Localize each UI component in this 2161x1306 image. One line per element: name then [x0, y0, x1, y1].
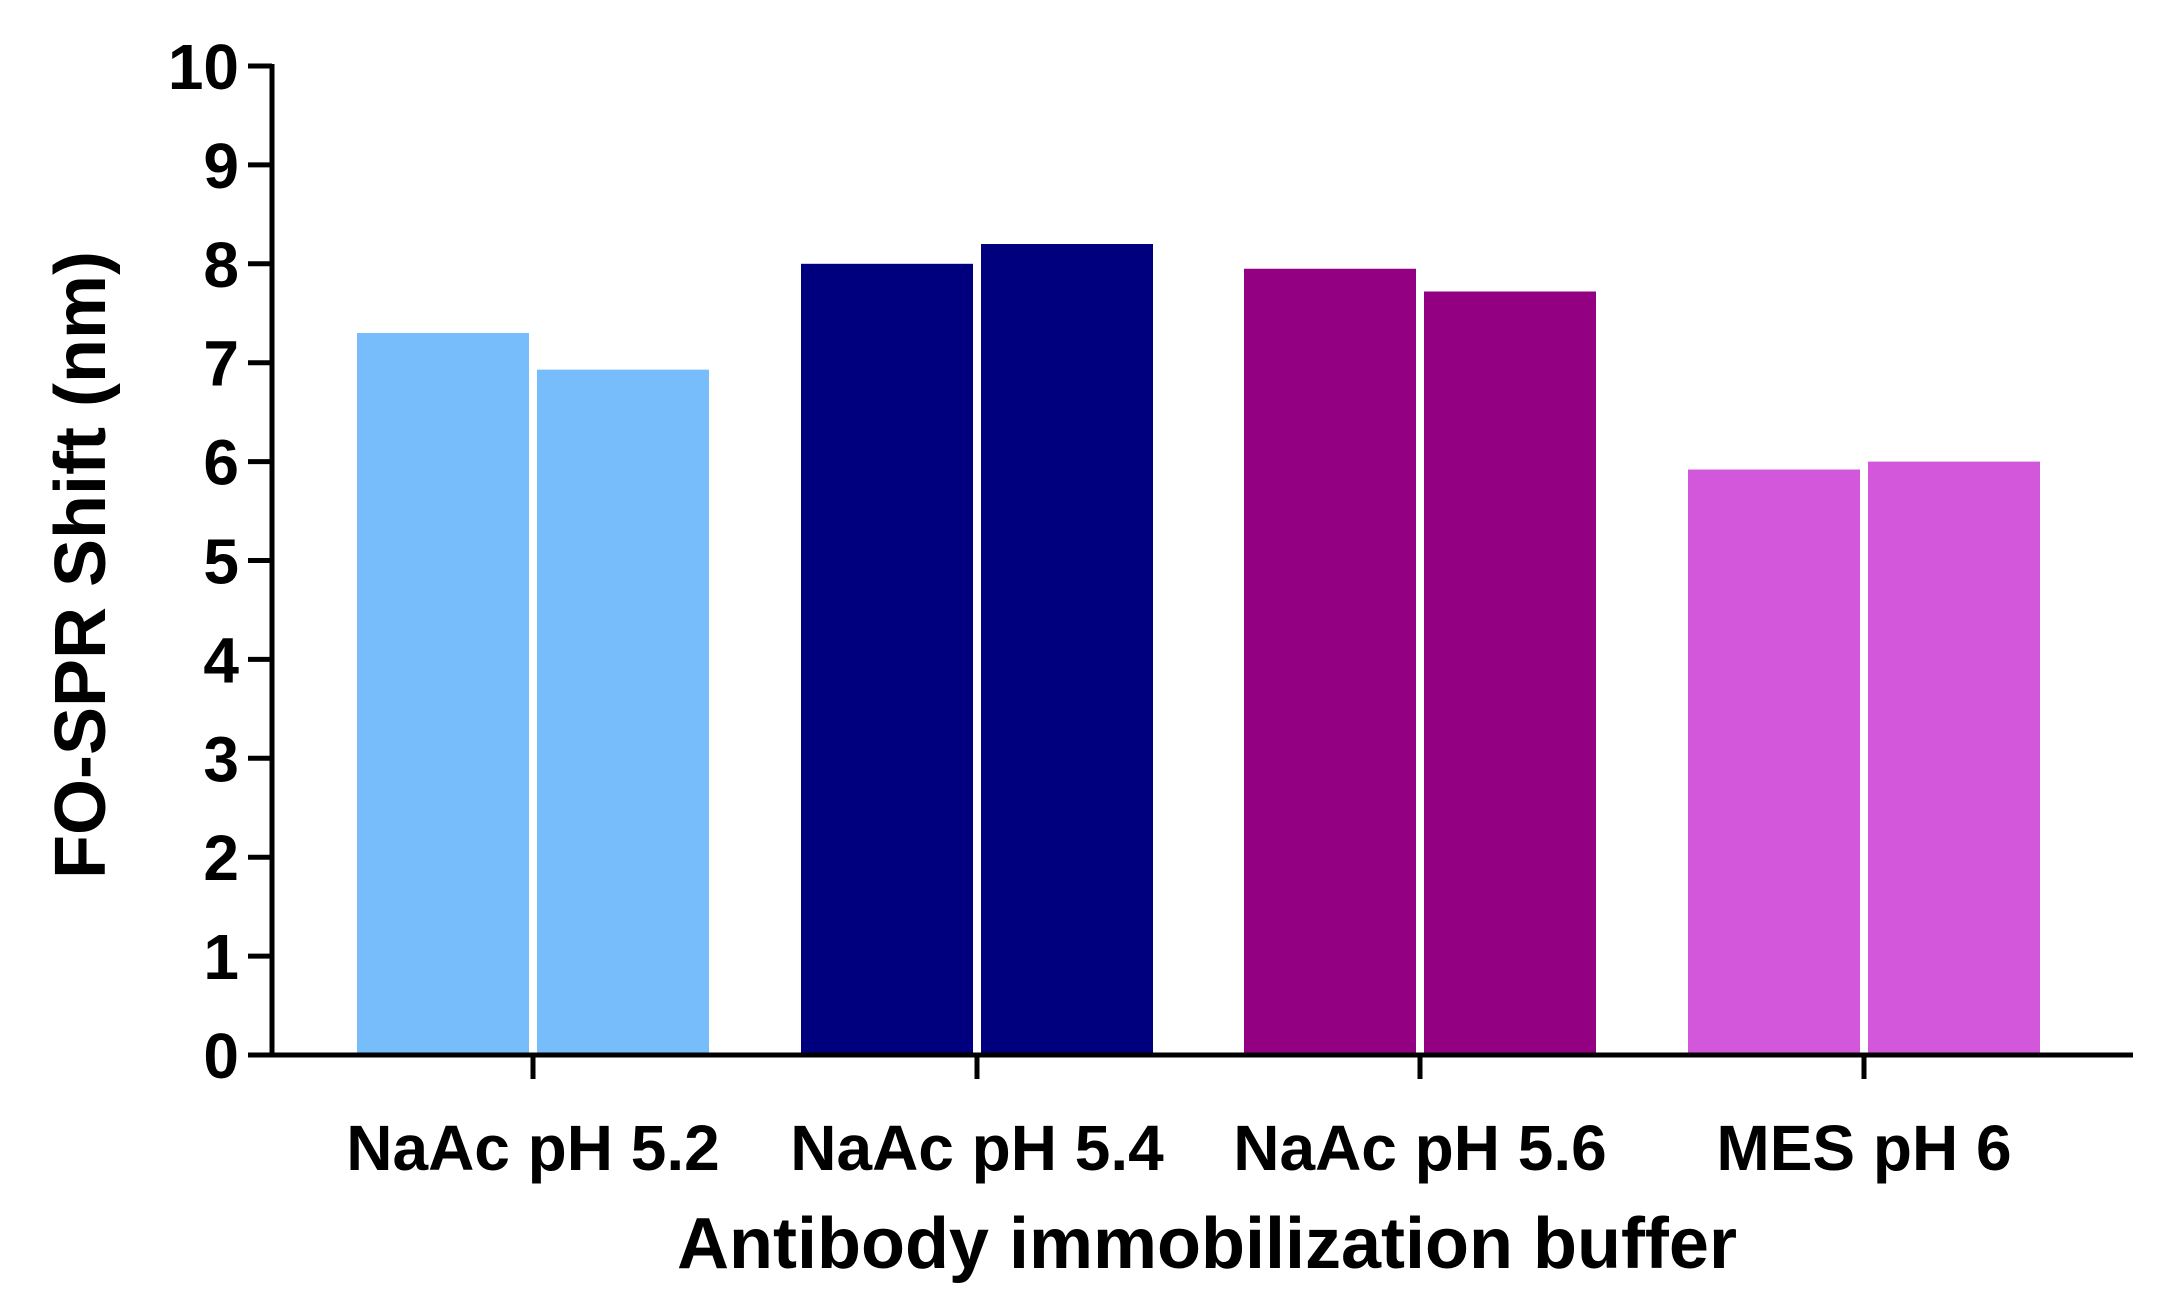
y-tick-label: 10 — [168, 31, 239, 103]
bar-1-0 — [801, 263, 973, 1055]
y-ticks-group: 0 1 2 3 4 5 6 7 8 9 10 — [168, 31, 272, 1092]
y-tick-label: 4 — [203, 624, 239, 696]
y-tick-label: 1 — [203, 921, 239, 993]
x-tick-label: NaAc pH 5.4 — [790, 1112, 1164, 1184]
y-tick-label: 5 — [203, 526, 239, 598]
x-tick-label: NaAc pH 5.6 — [1233, 1112, 1606, 1184]
y-tick-label: 7 — [203, 328, 239, 400]
bar-1-1 — [981, 244, 1153, 1055]
x-axis-title: Antibody immobilization buffer — [677, 1204, 1737, 1284]
bar-3-1 — [1868, 461, 2040, 1056]
x-tick-label: MES pH 6 — [1716, 1112, 2011, 1184]
bar-0-0 — [357, 333, 529, 1055]
y-tick-label: 8 — [203, 229, 239, 301]
y-axis-title: FO-SPR Shift (nm) — [41, 251, 121, 879]
y-tick-label: 9 — [203, 130, 239, 202]
bar-3-0 — [1688, 469, 1860, 1056]
y-tick-label: 3 — [203, 723, 239, 795]
x-tick-label: NaAc pH 5.2 — [346, 1112, 719, 1184]
y-tick-label: 6 — [203, 427, 239, 499]
y-tick-label: 2 — [203, 822, 239, 894]
y-tick-label: 0 — [203, 1020, 239, 1092]
x-ticks-group: NaAc pH 5.2 NaAc pH 5.4 NaAc pH 5.6 MES pH … — [346, 1055, 2012, 1184]
bar-2-0 — [1244, 268, 1416, 1055]
bar-2-1 — [1424, 291, 1596, 1055]
bar-0-1 — [537, 369, 709, 1055]
bars-group — [357, 244, 2040, 1056]
